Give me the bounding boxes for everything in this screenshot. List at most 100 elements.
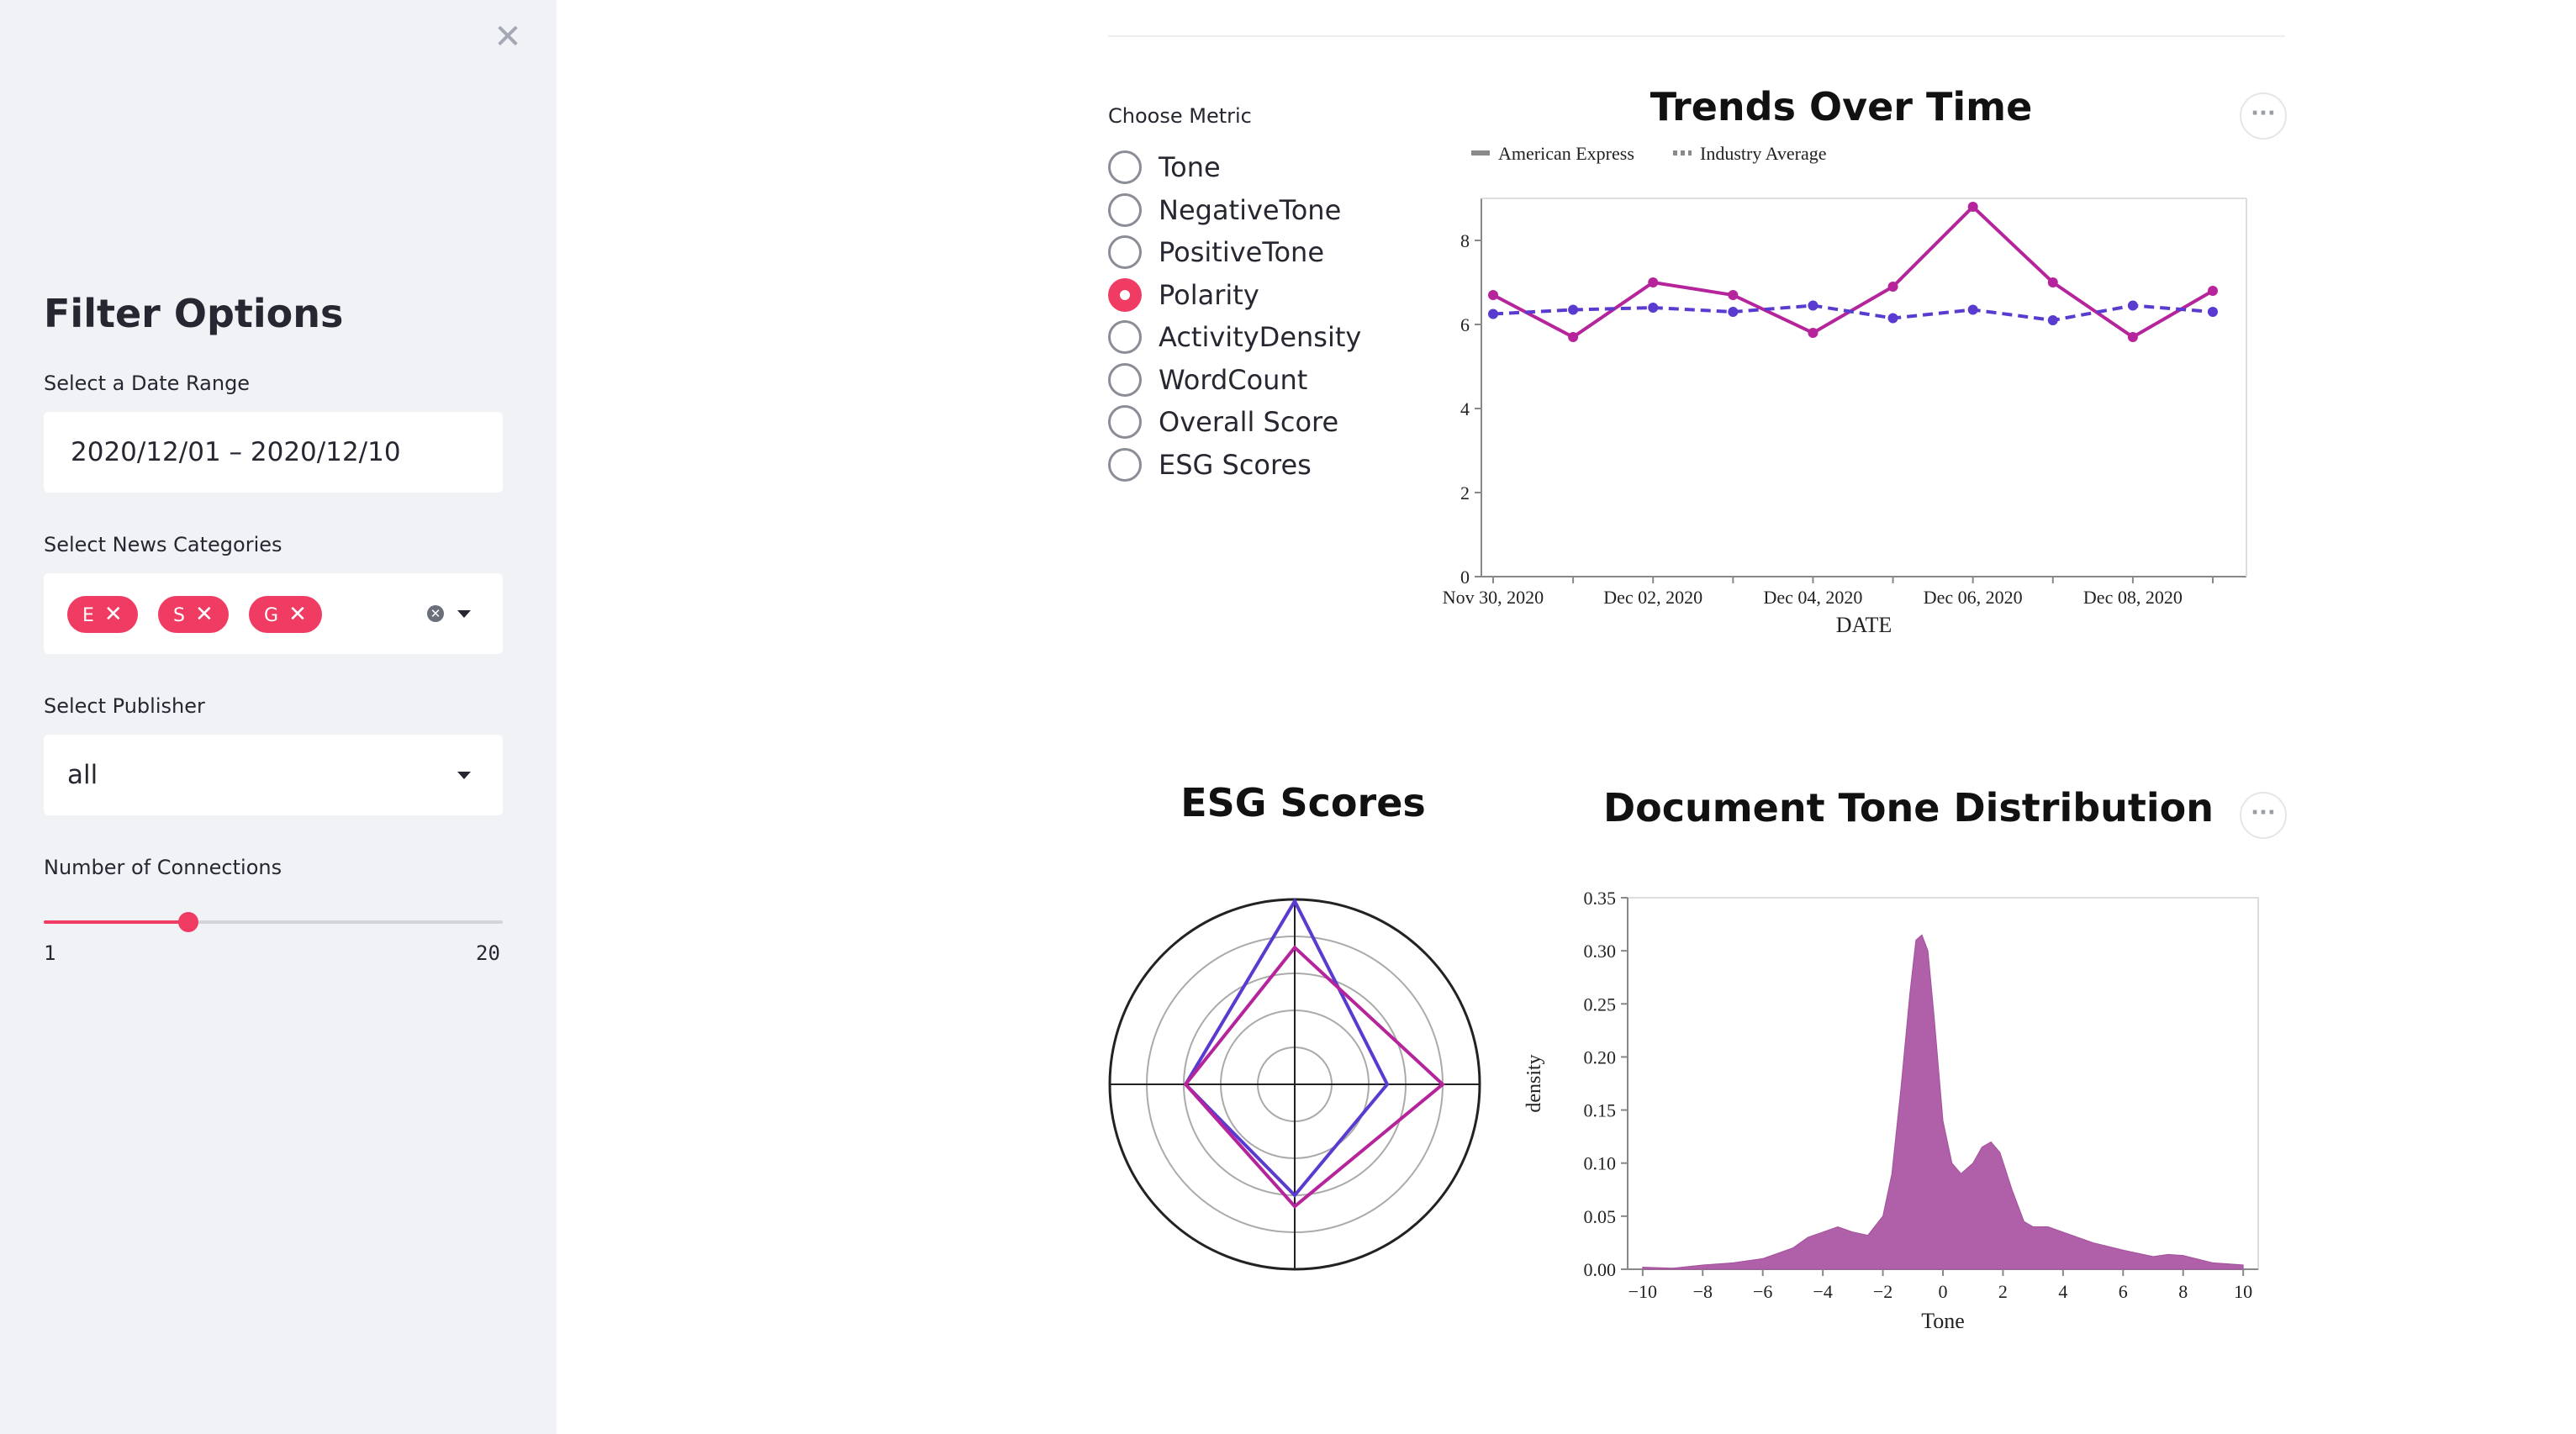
metric-option-negativetone[interactable]: NegativeTone <box>1108 191 1341 229</box>
x-tick-label: Dec 02, 2020 <box>1603 587 1702 608</box>
data-point <box>1648 303 1659 313</box>
radio-label: Overall Score <box>1159 406 1339 438</box>
publisher-select[interactable]: all <box>44 735 503 815</box>
publisher-value: all <box>67 760 98 790</box>
chevron-down-icon[interactable] <box>457 772 471 779</box>
tone-distribution-title: Document Tone Distribution <box>1602 785 2214 830</box>
data-point <box>1728 307 1739 317</box>
data-point <box>1808 300 1819 311</box>
series-line <box>1492 204 2214 340</box>
x-tick-label: 0 <box>1939 1281 1948 1302</box>
x-tick-label: 8 <box>2178 1281 2188 1302</box>
chart-menu-button[interactable]: ··· <box>2240 792 2287 839</box>
metric-option-polarity[interactable]: Polarity <box>1108 276 1259 314</box>
data-point <box>1488 290 1498 300</box>
metric-option-tone[interactable]: Tone <box>1108 148 1221 187</box>
radio-button[interactable] <box>1108 150 1142 184</box>
x-tick-label: 2 <box>1998 1281 2008 1302</box>
connections-slider-track[interactable] <box>44 920 503 924</box>
radar-series <box>1183 945 1446 1209</box>
y-tick-label: 0.05 <box>1584 1206 1617 1227</box>
data-point <box>2127 300 2138 311</box>
sidebar: ✕ Filter Options Select a Date Range 202… <box>0 0 557 1434</box>
radio-button[interactable] <box>1108 235 1142 269</box>
x-tick-label: −2 <box>1873 1281 1892 1302</box>
x-tick-label: Nov 30, 2020 <box>1443 587 1544 608</box>
y-tick-label: 0.10 <box>1584 1153 1617 1174</box>
y-tick-label: 2 <box>1460 482 1470 503</box>
radio-button[interactable] <box>1108 447 1142 482</box>
choose-metric-label: Choose Metric <box>1108 104 1252 128</box>
connections-slider-fill <box>44 920 189 924</box>
date-range-label: Select a Date Range <box>44 372 251 395</box>
y-tick-label: 4 <box>1460 398 1470 419</box>
slider-max-label: 20 <box>476 941 500 965</box>
data-point <box>1967 304 1978 315</box>
category-chip-s[interactable]: S ✕ <box>158 596 229 633</box>
date-range-value: 2020/12/01 – 2020/12/10 <box>71 437 401 467</box>
data-point <box>2208 286 2218 296</box>
chevron-down-icon[interactable] <box>457 610 471 618</box>
data-point <box>1568 332 1579 342</box>
news-categories-multiselect[interactable]: E ✕ S ✕ G ✕ ✕ <box>44 573 503 654</box>
date-range-input[interactable]: 2020/12/01 – 2020/12/10 <box>44 412 503 493</box>
radio-button[interactable] <box>1108 192 1142 227</box>
x-tick-label: −6 <box>1753 1281 1772 1302</box>
category-chip-e[interactable]: E ✕ <box>67 596 138 633</box>
data-point <box>1648 277 1659 287</box>
y-tick-label: 0.20 <box>1584 1047 1617 1068</box>
x-tick-label: 10 <box>2234 1281 2252 1302</box>
radio-label: Tone <box>1159 151 1221 183</box>
trends-chart-title: Trends Over Time <box>1650 84 2033 129</box>
x-axis-title: DATE <box>1836 613 1892 637</box>
x-tick-label: −8 <box>1693 1281 1713 1302</box>
remove-chip-icon[interactable]: ✕ <box>194 602 214 627</box>
x-tick-label: Dec 06, 2020 <box>1924 587 2023 608</box>
chart-menu-button[interactable]: ··· <box>2240 92 2287 140</box>
y-tick-label: 0.25 <box>1584 994 1617 1015</box>
metric-option-esg-scores[interactable]: ESG Scores <box>1108 445 1312 484</box>
data-point <box>1808 328 1819 338</box>
radio-label: Polarity <box>1159 278 1259 311</box>
density-area <box>1642 934 2244 1270</box>
radio-button[interactable] <box>1108 405 1142 439</box>
data-point <box>2047 315 2058 325</box>
x-tick-label: Dec 04, 2020 <box>1763 587 1862 608</box>
close-sidebar-button[interactable]: ✕ <box>494 18 522 56</box>
series-line <box>1492 303 2214 323</box>
remove-chip-icon[interactable]: ✕ <box>103 602 123 627</box>
y-axis-title: density <box>1523 1054 1545 1112</box>
y-tick-label: 0.00 <box>1584 1259 1617 1280</box>
metric-option-activitydensity[interactable]: ActivityDensity <box>1108 318 1361 356</box>
data-point <box>1728 290 1739 300</box>
metric-option-overall-score[interactable]: Overall Score <box>1108 403 1338 441</box>
clear-all-icon[interactable]: ✕ <box>427 605 444 622</box>
data-point <box>2208 307 2218 317</box>
y-tick-label: 8 <box>1460 230 1470 251</box>
x-tick-label: −4 <box>1813 1281 1832 1302</box>
radio-label: ActivityDensity <box>1159 321 1362 353</box>
y-tick-label: 0.30 <box>1584 941 1617 962</box>
y-tick-label: 0.15 <box>1584 1100 1617 1121</box>
connections-label: Number of Connections <box>44 856 282 879</box>
radio-button[interactable] <box>1108 362 1142 397</box>
publisher-label: Select Publisher <box>44 694 205 718</box>
category-chip-g[interactable]: G ✕ <box>249 596 322 633</box>
data-point <box>1967 202 1978 212</box>
remove-chip-icon[interactable]: ✕ <box>288 602 307 627</box>
esg-radar-chart <box>1108 898 1481 1271</box>
radio-button[interactable] <box>1108 277 1142 312</box>
x-tick-label: 4 <box>2058 1281 2067 1302</box>
radio-button[interactable] <box>1108 320 1142 354</box>
trends-over-time-chart: 0 2 4 6 8 Nov 30, 2020 Dec 02, 2020 Dec 04, 202… <box>1443 143 2247 637</box>
news-categories-label: Select News Categories <box>44 533 282 556</box>
metric-option-positivetone[interactable]: PositiveTone <box>1108 233 1324 272</box>
tone-distribution-chart: 0.00 0.05 0.10 0.15 0.20 0.25 0.30 0.35 −10 −8 −6 −… <box>1523 888 2259 1328</box>
data-point <box>1887 282 1898 292</box>
radio-label: ESG Scores <box>1159 448 1312 481</box>
metric-option-wordcount[interactable]: WordCount <box>1108 361 1307 399</box>
connections-slider-thumb[interactable] <box>178 912 199 932</box>
chip-label: G <box>264 605 279 626</box>
y-tick-label: 0 <box>1460 567 1470 588</box>
data-point <box>1568 304 1579 315</box>
